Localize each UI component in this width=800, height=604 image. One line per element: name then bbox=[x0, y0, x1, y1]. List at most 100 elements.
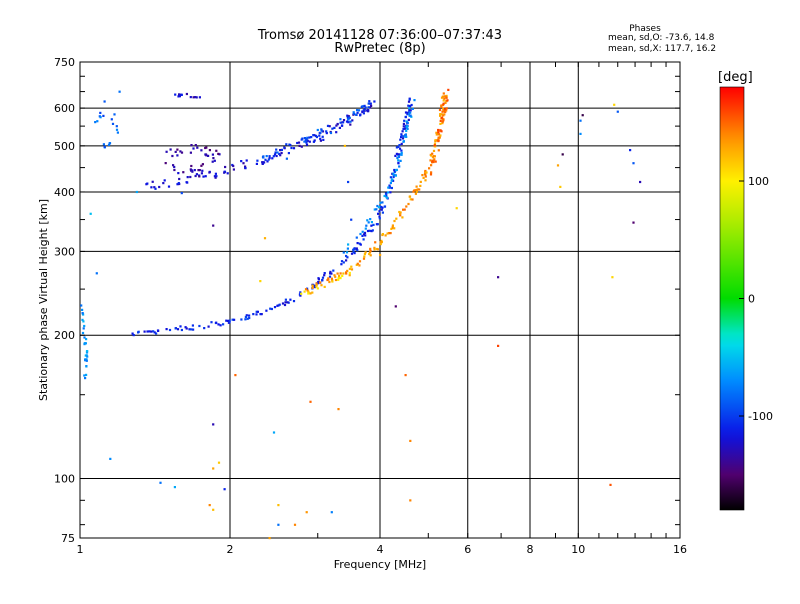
trace-point bbox=[292, 300, 296, 303]
trace-point bbox=[165, 328, 168, 331]
trace-point bbox=[373, 100, 376, 103]
trace-point bbox=[434, 160, 437, 163]
trace-point bbox=[178, 177, 181, 181]
trace-point bbox=[401, 137, 405, 140]
scatter-point bbox=[277, 523, 280, 526]
trace-point bbox=[403, 127, 407, 130]
trace-point bbox=[328, 280, 331, 284]
trace-point bbox=[389, 191, 392, 194]
trace-point bbox=[102, 143, 105, 146]
trace-point bbox=[115, 128, 119, 131]
trace-point bbox=[378, 217, 381, 220]
trace-point bbox=[99, 111, 102, 114]
trace-point bbox=[82, 327, 85, 330]
trace-point bbox=[190, 164, 193, 168]
trace-point bbox=[329, 270, 332, 273]
trace-point bbox=[437, 136, 440, 139]
trace-point bbox=[412, 190, 415, 193]
trace-point bbox=[190, 144, 193, 147]
trace-point bbox=[224, 165, 227, 169]
trace-point bbox=[439, 119, 442, 122]
trace-point bbox=[174, 150, 177, 153]
trace-point bbox=[367, 102, 370, 105]
trace-point bbox=[308, 140, 311, 143]
trace-point bbox=[405, 135, 408, 138]
trace-point bbox=[441, 95, 444, 98]
trace-point bbox=[440, 116, 443, 120]
trace-point bbox=[280, 151, 283, 155]
trace-point bbox=[366, 219, 369, 222]
trace-point bbox=[370, 230, 373, 233]
trace-point bbox=[337, 277, 340, 280]
trace-point bbox=[177, 172, 180, 175]
trace-point bbox=[444, 95, 447, 98]
trace-point bbox=[445, 109, 448, 112]
trace-point bbox=[329, 131, 333, 135]
trace-point bbox=[298, 144, 301, 147]
trace-point bbox=[168, 328, 172, 332]
trace-point bbox=[176, 183, 179, 186]
scatter-point bbox=[409, 439, 412, 442]
trace-point bbox=[215, 149, 218, 152]
trace-point bbox=[375, 208, 378, 211]
trace-point bbox=[215, 175, 218, 178]
trace-point bbox=[388, 184, 391, 187]
scatter-point bbox=[379, 253, 382, 257]
trace-point bbox=[157, 329, 160, 332]
trace-point bbox=[331, 280, 334, 283]
trace-point bbox=[164, 162, 167, 165]
trace-point bbox=[281, 302, 285, 305]
trace-point bbox=[255, 162, 258, 165]
trace-point bbox=[446, 99, 449, 102]
scatter-point bbox=[609, 483, 612, 486]
scatter-point bbox=[409, 499, 412, 502]
trace-point bbox=[404, 133, 407, 136]
trace-point bbox=[348, 116, 351, 119]
trace-point bbox=[196, 146, 199, 149]
trace-point bbox=[376, 204, 379, 208]
trace-point bbox=[182, 171, 185, 174]
trace-point bbox=[336, 123, 339, 126]
trace-point bbox=[205, 154, 208, 157]
trace-point bbox=[349, 120, 352, 123]
trace-point bbox=[409, 198, 412, 201]
trace-point bbox=[290, 146, 293, 150]
trace-point bbox=[318, 134, 321, 137]
trace-point bbox=[363, 231, 367, 234]
trace-point bbox=[436, 139, 439, 142]
trace-point bbox=[80, 304, 83, 307]
scatter-point bbox=[212, 467, 215, 470]
trace-point bbox=[188, 328, 191, 331]
trace-point bbox=[180, 151, 184, 154]
trace-point bbox=[299, 291, 302, 294]
trace-point bbox=[219, 324, 222, 327]
trace-point bbox=[198, 175, 201, 178]
trace-point bbox=[82, 313, 85, 316]
trace-point bbox=[176, 328, 180, 331]
trace-point bbox=[342, 261, 345, 264]
trace-point bbox=[400, 153, 403, 156]
trace-point bbox=[337, 278, 340, 281]
trace-point bbox=[389, 232, 392, 235]
trace-point bbox=[83, 374, 86, 377]
scatter-point bbox=[109, 457, 112, 460]
trace-point bbox=[392, 175, 395, 179]
trace-point bbox=[379, 243, 382, 246]
trace-point bbox=[361, 110, 364, 114]
trace-point bbox=[355, 236, 358, 239]
trace-point bbox=[415, 190, 418, 193]
colorbar-tick-label: -100 bbox=[748, 410, 773, 423]
trace-point bbox=[326, 124, 330, 127]
trace-point bbox=[83, 342, 86, 345]
trace-point bbox=[437, 149, 440, 152]
scatter-point bbox=[343, 144, 346, 147]
trace-point bbox=[340, 260, 344, 263]
trace-point bbox=[424, 179, 427, 182]
trace-point bbox=[362, 257, 366, 260]
trace-point bbox=[310, 136, 313, 139]
trace-point bbox=[408, 195, 411, 198]
trace-point bbox=[372, 223, 375, 226]
trace-point bbox=[397, 159, 400, 162]
scatter-point bbox=[581, 114, 584, 117]
